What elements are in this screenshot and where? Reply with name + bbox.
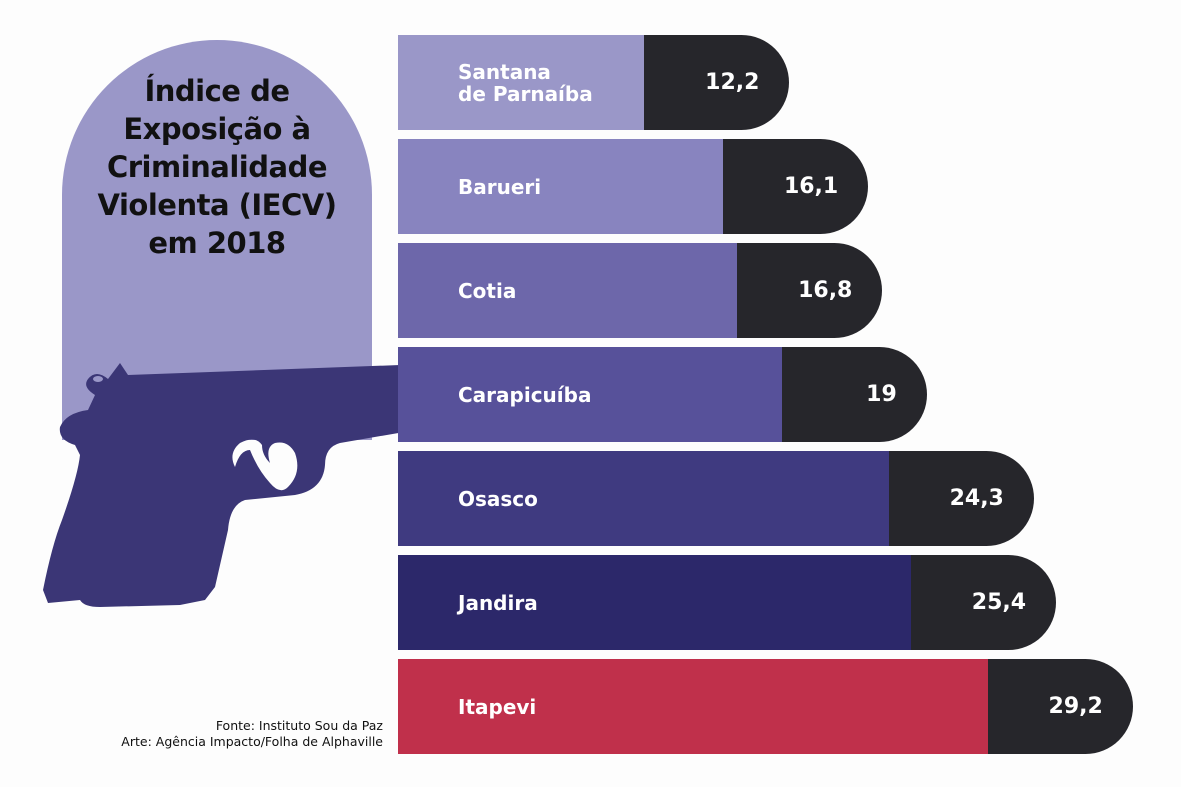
category-label-line: Carapicuíba <box>458 382 592 407</box>
bar-row: 19 Carapicuíba <box>398 347 927 442</box>
category-label-line: Barueri <box>458 174 542 199</box>
bar-row: 12,2 Santana de Parnaíba <box>398 35 790 130</box>
value-pill: 24,3 <box>888 451 1034 546</box>
value-pill: 16,8 <box>737 243 883 338</box>
category-label-line: Osasco <box>458 486 538 511</box>
bar-row: 16,8 Cotia <box>398 243 883 338</box>
source-credit: Fonte: Instituto Sou da Paz <box>215 718 383 733</box>
data-label: 29,2 <box>1048 694 1103 719</box>
bar-row: 25,4 Jandira <box>398 555 1057 650</box>
category-label-line: Jandira <box>458 590 538 615</box>
title-line: Criminalidade <box>106 150 328 184</box>
credits: Fonte: Instituto Sou da Paz Arte: Agênci… <box>121 718 383 750</box>
bar-fill <box>398 139 724 234</box>
pistol-icon <box>43 363 435 607</box>
title-line: Violenta (IECV) <box>97 188 337 222</box>
bar-row: 29,2 Itapevi <box>398 659 1133 754</box>
category-label-line: Santana <box>458 59 551 84</box>
bar-fill <box>398 35 645 130</box>
data-label: 24,3 <box>949 486 1004 511</box>
category-label: Santana de Parnaíba <box>458 35 593 130</box>
data-label: 16,8 <box>798 278 853 303</box>
title-line: Índice de <box>144 74 290 108</box>
bar-row: 24,3 Osasco <box>398 451 1034 546</box>
value-pill: 16,1 <box>723 139 869 234</box>
category-label: Carapicuíba <box>458 347 591 442</box>
category-label-line: Cotia <box>458 278 517 303</box>
category-label-line: Itapevi <box>458 694 537 719</box>
value-pill: 19 <box>781 347 927 442</box>
bar-fill <box>398 243 738 338</box>
value-pill: 12,2 <box>644 35 790 130</box>
chart-title: Índice de Exposição à Criminalidade Viol… <box>62 72 372 262</box>
bar-fill <box>398 555 912 650</box>
data-label: 12,2 <box>705 70 760 95</box>
value-pill: 29,2 <box>987 659 1133 754</box>
value-pill: 25,4 <box>911 555 1057 650</box>
title-line: Exposição à <box>123 112 311 146</box>
bar-row: 16,1 Barueri <box>398 139 869 234</box>
category-label-line: de Parnaíba <box>458 81 593 106</box>
category-label: Cotia <box>458 243 516 338</box>
title-line: em 2018 <box>148 226 286 260</box>
data-label: 19 <box>866 382 897 407</box>
art-credit: Arte: Agência Impacto/Folha de Alphavill… <box>121 734 383 749</box>
category-label: Jandira <box>458 555 538 650</box>
category-label: Barueri <box>458 139 541 234</box>
data-label: 25,4 <box>971 590 1027 615</box>
bar-fill <box>398 659 988 754</box>
category-label: Osasco <box>458 451 538 546</box>
bar-fill <box>398 451 889 546</box>
category-label: Itapevi <box>458 659 536 754</box>
data-label: 16,1 <box>783 174 839 199</box>
bar-fill <box>398 347 782 442</box>
